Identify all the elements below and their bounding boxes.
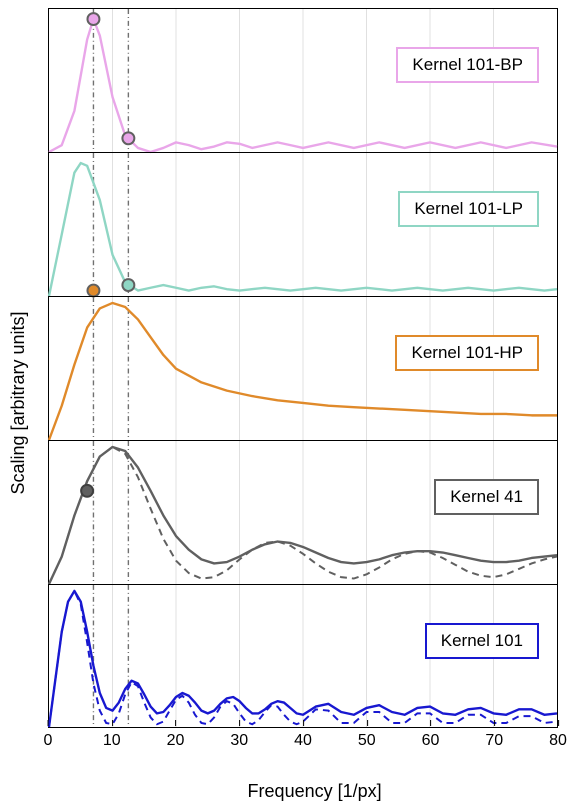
xtick-0: 0 <box>44 732 53 750</box>
legend-bp: Kernel 101-BP <box>396 47 539 83</box>
figure: Scaling [arbitrary units] Kernel 101-BPK… <box>0 0 572 806</box>
xtick-50: 50 <box>358 732 376 750</box>
marker-lp-1 <box>122 279 134 291</box>
xtick-60: 60 <box>422 732 440 750</box>
y-axis-label: Scaling [arbitrary units] <box>8 311 29 494</box>
xtick-10: 10 <box>103 732 121 750</box>
panel-hp: Kernel 101-HP <box>48 296 558 440</box>
marker-lp-0 <box>87 285 99 297</box>
panel-k41: Kernel 41 <box>48 440 558 584</box>
x-axis-ticks: 01020304050607080 <box>48 732 558 760</box>
marker-k41-0 <box>81 485 93 497</box>
panel-k101: Kernel 101 <box>48 584 558 728</box>
marker-bp-0 <box>87 13 99 25</box>
panel-lp: Kernel 101-LP <box>48 152 558 296</box>
marker-bp-1 <box>122 132 134 144</box>
panel-bp: Kernel 101-BP <box>48 8 558 152</box>
legend-k101: Kernel 101 <box>425 623 539 659</box>
x-axis-label: Frequency [1/px] <box>248 781 382 802</box>
legend-k41: Kernel 41 <box>434 479 539 515</box>
legend-hp: Kernel 101-HP <box>395 335 539 371</box>
plot-area: Kernel 101-BP Kernel 101-LP Kernel 101-HP K… <box>48 8 558 728</box>
legend-lp: Kernel 101-LP <box>398 191 539 227</box>
xtick-40: 40 <box>294 732 312 750</box>
xtick-20: 20 <box>167 732 185 750</box>
xtick-80: 80 <box>549 732 567 750</box>
xtick-70: 70 <box>485 732 503 750</box>
xtick-30: 30 <box>230 732 248 750</box>
